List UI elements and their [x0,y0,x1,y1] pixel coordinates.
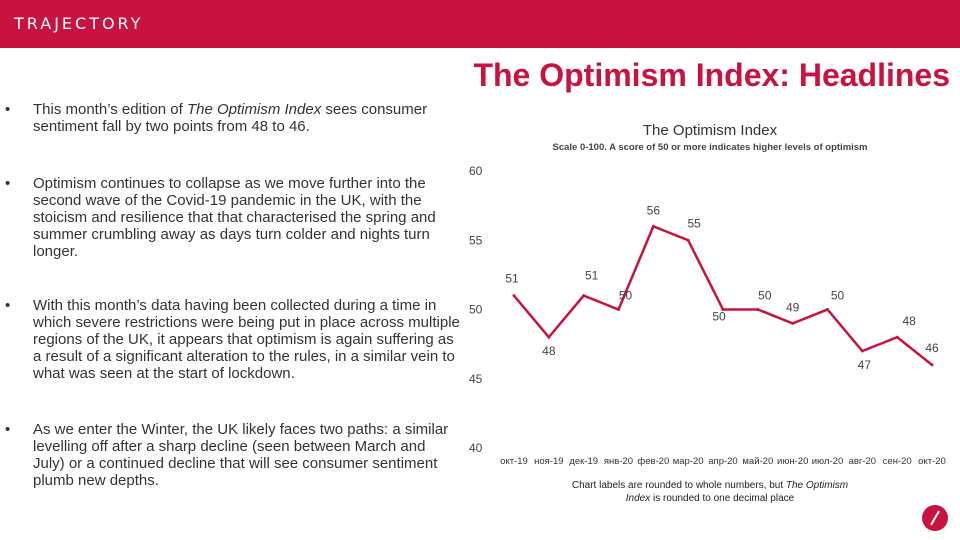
data-label: 46 [925,341,939,355]
x-tick-label: окт-20 [918,456,946,467]
bullet-list: • This month’s edition of The Optimism I… [0,0,470,540]
optimism-index-chart: 60 55 50 45 40 окт-19 ноя-19 дек-19 янв-20 фев-20… [460,150,960,480]
data-label: 50 [712,310,726,324]
data-point [582,294,586,298]
bullet-item: • Optimism continues to collapse as we m… [5,175,460,260]
data-label: 50 [758,289,772,303]
bullet-marker: • [5,101,11,118]
data-point [686,238,690,242]
page-title: The Optimism Index: Headlines [473,57,950,93]
y-tick-label: 40 [469,441,483,455]
x-tick-label: июл-20 [812,456,844,467]
x-tick-label: мар-20 [673,456,704,467]
x-tick-label: апр-20 [708,456,737,467]
y-tick-label: 45 [469,372,483,386]
bullet-item: • With this month’s data having been col… [5,297,460,382]
bullet-item: • This month’s edition of The Optimism I… [5,101,460,135]
chart-title: The Optimism Index [642,122,778,139]
x-tick-label: июн-20 [777,456,808,467]
x-tick-label: янв-20 [604,456,633,467]
bullet-item: • As we enter the Winter, the UK likely … [5,421,460,489]
bullet-text: Optimism continues to collapse as we mov… [33,175,436,260]
data-point [651,224,655,228]
top-banner: TRAJECTORY [0,0,960,48]
data-point [512,294,516,298]
trajectory-logo: TRAJECTORY [14,14,144,33]
chart-subtitle: Scale 0-100. A score of 50 or more indic… [552,142,868,153]
bullet-text: As we enter the Winter, the UK likely fa… [33,421,449,489]
y-tick-label: 60 [469,164,483,178]
data-point [826,308,829,311]
x-tick-label: май-20 [742,456,773,467]
data-point [895,335,899,339]
bullet-text: This month’s edition of The Optimism Ind… [33,101,460,135]
x-tick-label: ноя-19 [534,456,563,467]
data-label: 55 [687,216,701,230]
x-tick-label: авг-20 [849,456,877,467]
x-tick-label: сен-20 [883,456,912,467]
data-point [756,308,760,311]
bullet-marker: • [5,421,11,438]
data-label: 49 [786,300,800,314]
chart-footnote: Chart labels are rounded to whole number… [570,479,850,505]
data-label: 50 [619,289,633,303]
chart-svg: 60 55 50 45 40 окт-19 ноя-19 дек-19 янв-20 фев-20… [469,164,946,467]
data-label: 51 [505,272,519,286]
data-point [791,321,795,325]
badge-slash [930,510,940,526]
bullet-text: With this month’s data having been colle… [33,297,460,382]
data-label: 48 [542,344,556,358]
data-point [547,335,551,339]
data-label: 51 [585,269,599,283]
footnote-text: is rounded to one decimal place [650,493,795,504]
footnote-italic: The Optimism Index [625,480,849,504]
x-tick-label: дек-19 [569,456,598,467]
data-point [860,349,864,353]
y-tick-label: 55 [469,233,483,247]
data-point [930,363,934,367]
x-tick-label: окт-19 [500,456,528,467]
data-label: 56 [647,203,661,217]
bullet-marker: • [5,175,11,192]
data-point [617,308,620,311]
bullet-text-italic: The Optimism Index [186,101,322,118]
data-label: 50 [831,289,845,303]
footnote-text: Chart labels are rounded to whole number… [571,480,786,491]
bullet-text-part: sees consumer sentiment fall by two poin… [33,101,428,135]
y-tick-label: 50 [469,303,483,317]
bullet-text-part: This month’s edition of [33,101,187,118]
brand-badge-icon [922,505,948,531]
series-line [513,224,933,366]
data-label: 47 [858,358,872,372]
data-point [721,308,725,311]
bullet-marker: • [5,297,11,314]
data-label: 48 [902,314,916,328]
x-tick-label: фев-20 [637,456,669,467]
